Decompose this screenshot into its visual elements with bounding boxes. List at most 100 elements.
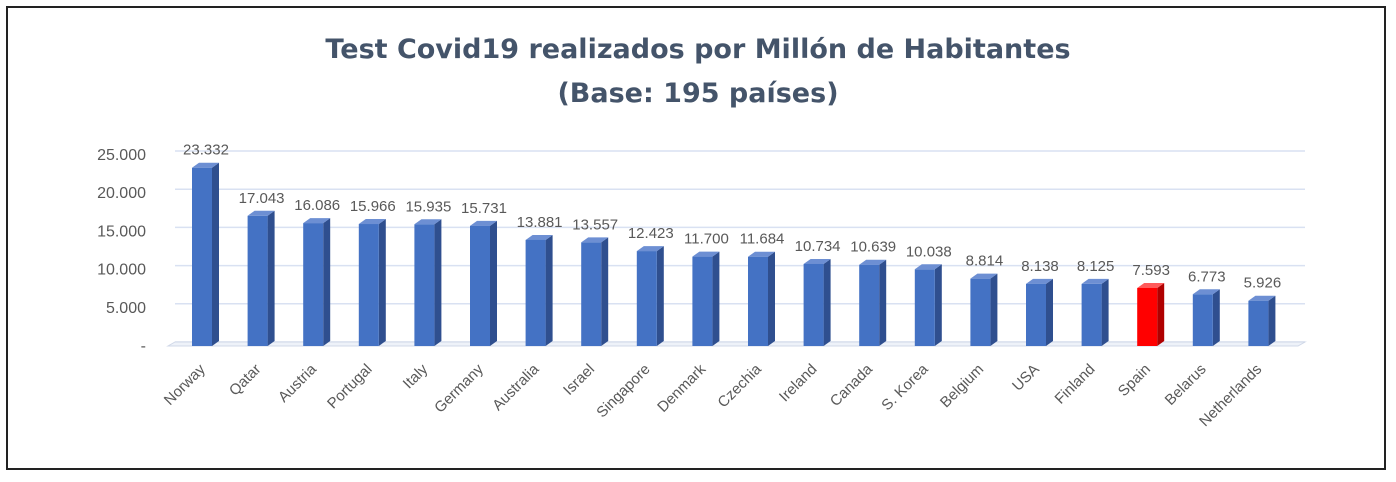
bar-side [545, 234, 553, 346]
bar-top [970, 273, 998, 279]
x-tick-label: Canada [827, 360, 877, 410]
bar-top [1026, 278, 1053, 284]
chart-frame [6, 6, 1386, 470]
bar-side [378, 219, 386, 346]
x-tick-label: USA [1009, 361, 1043, 395]
data-label: 16.086 [294, 197, 340, 214]
data-label: 7.593 [1132, 262, 1170, 279]
bar [192, 167, 212, 346]
bar-top [192, 162, 219, 168]
bar-side [1101, 278, 1109, 346]
bar-side [267, 210, 275, 346]
bar-side [879, 259, 887, 346]
x-tick-label: Belgium [937, 361, 987, 411]
bar-top [748, 251, 775, 257]
bar-side [656, 246, 664, 346]
chart-floor [166, 341, 1307, 347]
bar [1192, 294, 1213, 346]
y-tick-label: 15.000 [97, 223, 146, 240]
bar-top [581, 237, 609, 243]
bar [636, 251, 657, 346]
data-label: 15.966 [350, 198, 396, 215]
bar [859, 264, 880, 346]
bar [970, 278, 991, 346]
data-label: 17.043 [239, 190, 285, 207]
bar [414, 224, 435, 346]
bar-top [914, 264, 942, 270]
data-label: 11.700 [684, 231, 729, 248]
data-label: 15.731 [461, 200, 507, 217]
bar-side [1268, 295, 1276, 346]
bar-top [1137, 282, 1165, 288]
data-label: 13.557 [572, 216, 618, 233]
chart-subtitle: (Base: 195 países) [557, 78, 839, 109]
bar-side [823, 258, 831, 346]
data-label: 6.773 [1188, 268, 1226, 285]
bar [358, 224, 379, 346]
bar [748, 256, 768, 346]
data-label: 5.926 [1244, 275, 1282, 292]
x-tick-label: Qatar [226, 361, 265, 400]
x-tick-label: Finland [1052, 361, 1099, 408]
data-label: 13.881 [517, 214, 563, 231]
data-label: 15.935 [405, 198, 451, 215]
x-tick-label: Singapore [593, 361, 653, 421]
chart-title: Test Covid19 realizados por Millón de Ha… [325, 34, 1071, 65]
data-label: 8.814 [966, 253, 1004, 270]
bar-side [490, 220, 497, 346]
data-label: 10.038 [906, 243, 952, 260]
bar [303, 223, 324, 346]
bar-top [803, 258, 831, 264]
bar-side [768, 251, 775, 346]
bar [470, 225, 490, 346]
x-tick-label: Czechia [714, 360, 765, 411]
y-tick-label: 10.000 [97, 262, 146, 279]
bar-side [990, 273, 998, 346]
bar-side [934, 264, 942, 346]
bar-top [525, 234, 553, 240]
bar [692, 256, 713, 346]
bar [914, 269, 935, 346]
bar-side [434, 219, 442, 346]
bar-top [1081, 278, 1109, 284]
x-tick-label: Denmark [654, 360, 709, 415]
y-tick-label: 25.000 [97, 147, 146, 164]
bar-top [859, 259, 887, 265]
chart-title-block: Test Covid19 realizados por Millón de Ha… [0, 28, 1396, 116]
bar-top [1248, 295, 1276, 301]
bar-side [1046, 278, 1053, 346]
bar-top [692, 251, 720, 257]
x-tick-label: Spain [1115, 361, 1154, 400]
y-tick-label: - [141, 338, 146, 355]
x-tick-label: Germany [431, 360, 487, 416]
bar-top [1192, 289, 1220, 295]
data-label: 10.639 [850, 239, 896, 256]
data-label: 23.332 [183, 142, 229, 159]
bar-top [358, 219, 386, 225]
y-tick-label: 20.000 [97, 185, 146, 202]
bar [803, 263, 824, 346]
x-tick-label: Israel [560, 361, 598, 399]
bar-side [601, 237, 609, 346]
bar [1026, 283, 1046, 346]
bar [525, 239, 546, 346]
bar [1248, 300, 1269, 346]
bar-side [323, 218, 331, 346]
x-tick-label: Portugal [324, 361, 376, 413]
x-tick-label: Ireland [776, 361, 820, 405]
data-label: 8.138 [1021, 258, 1059, 275]
data-label: 11.684 [740, 231, 785, 248]
bar [247, 215, 268, 346]
x-tick-label: Austria [275, 360, 320, 405]
bar [581, 242, 602, 346]
bar-top [303, 218, 331, 224]
x-tick-label: Australia [489, 360, 543, 414]
data-label: 10.734 [795, 238, 841, 255]
bar-top [636, 246, 664, 252]
bar-top [247, 210, 275, 216]
bar-side [212, 162, 219, 346]
bar [1137, 287, 1158, 346]
x-tick-label: S. Korea [878, 360, 932, 414]
x-tick-label: Belarus [1162, 361, 1210, 409]
